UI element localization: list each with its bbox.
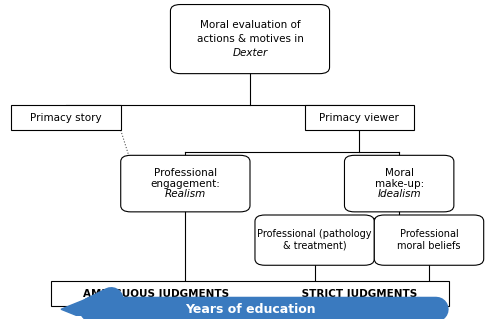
FancyBboxPatch shape: [374, 215, 484, 265]
FancyArrow shape: [61, 298, 439, 319]
Text: actions & motives in: actions & motives in: [196, 34, 304, 44]
Text: Professional: Professional: [154, 168, 217, 178]
FancyBboxPatch shape: [344, 155, 454, 212]
Text: Years of education: Years of education: [184, 303, 316, 316]
Text: Realism: Realism: [164, 189, 206, 199]
Text: Idealism: Idealism: [378, 189, 421, 199]
Text: engagement:: engagement:: [150, 179, 220, 189]
FancyBboxPatch shape: [304, 105, 414, 130]
FancyBboxPatch shape: [170, 4, 330, 74]
FancyBboxPatch shape: [120, 155, 250, 212]
FancyBboxPatch shape: [12, 105, 120, 130]
Text: Moral evaluation of: Moral evaluation of: [200, 20, 300, 30]
Text: Primacy viewer: Primacy viewer: [320, 113, 400, 122]
Text: Dexter: Dexter: [232, 48, 268, 58]
FancyBboxPatch shape: [51, 281, 449, 306]
Text: Moral: Moral: [384, 168, 414, 178]
Text: AMBIGUOUS JUDGMENTS                    STRICT JUDGMENTS: AMBIGUOUS JUDGMENTS STRICT JUDGMENTS: [83, 288, 417, 299]
Text: make-up:: make-up:: [374, 179, 424, 189]
Text: Primacy story: Primacy story: [30, 113, 102, 122]
Text: Professional (pathology
& treatment): Professional (pathology & treatment): [258, 229, 372, 251]
Text: Professional
moral beliefs: Professional moral beliefs: [397, 229, 461, 251]
FancyBboxPatch shape: [255, 215, 374, 265]
